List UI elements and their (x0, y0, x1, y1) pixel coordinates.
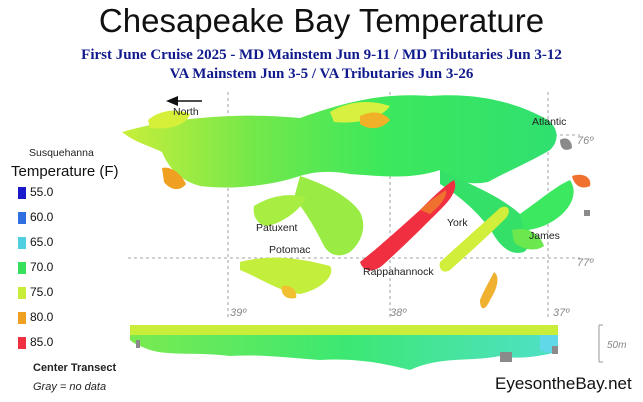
legend-swatch (18, 262, 26, 274)
legend-label: 65.0 (30, 235, 54, 249)
legend-item: 75.0 (18, 285, 66, 299)
subtitle-line-2: VA Mainstem Jun 3-5 / VA Tributaries Jun… (169, 66, 474, 82)
legend-item: 80.0 (18, 310, 66, 324)
label-atlantic: Atlantic (532, 116, 567, 128)
bay-mainstem (122, 95, 557, 190)
label-susquehanna: Susquehanna (29, 147, 94, 159)
north-arrow-icon (166, 96, 202, 106)
label-patuxent: Patuxent (256, 222, 298, 234)
transect-scale-bar (598, 324, 603, 363)
brand-link[interactable]: EyesontheBay.net (495, 374, 632, 393)
legend-swatch (18, 287, 26, 299)
legend-item: 70.0 (18, 260, 66, 274)
coord-37: 37º (553, 307, 570, 319)
center-transect (130, 325, 558, 370)
legend-label: 85.0 (30, 335, 54, 349)
atlantic-warm-edge (572, 174, 591, 188)
label-rappahannock: Rappahannock (363, 266, 434, 278)
coord-38: 38º (390, 307, 407, 319)
legend-item: 65.0 (18, 235, 66, 249)
legend-swatch (18, 212, 26, 224)
coord-39: 39º (230, 307, 247, 319)
no-data-note: Gray = no data (33, 381, 107, 393)
legend-label: 60.0 (30, 210, 54, 224)
page-title: Chesapeake Bay Temperature (98, 2, 545, 39)
legend-swatch (18, 337, 26, 349)
coord-77: 77º (577, 257, 594, 269)
label-james: James (529, 230, 560, 242)
legend-item: 55.0 (18, 185, 66, 199)
label-north: North (173, 106, 199, 118)
transect-label: Center Transect (33, 362, 117, 374)
tributary-patuxent (253, 195, 306, 226)
legend-title: Temperature (F) (11, 163, 119, 180)
coord-76: 76º (577, 135, 594, 147)
legend-label: 55.0 (30, 185, 54, 199)
tributary-james (512, 228, 544, 250)
tributary-york (439, 206, 509, 309)
tributary-potomac (240, 257, 332, 299)
no-data-mouth (560, 138, 590, 216)
legend-item: 60.0 (18, 210, 66, 224)
label-potomac: Potomac (269, 244, 311, 256)
legend-swatch (18, 312, 26, 324)
legend-label: 75.0 (30, 285, 54, 299)
legend-swatch (18, 237, 26, 249)
legend-swatch (18, 187, 26, 199)
tributary-rappahannock (360, 180, 456, 271)
legend-label: 80.0 (30, 310, 54, 324)
bay-lower (294, 170, 574, 256)
legend-label: 70.0 (30, 260, 54, 274)
subtitle-line-1: First June Cruise 2025 - MD Mainstem Jun… (81, 47, 562, 63)
legend-item: 85.0 (18, 335, 66, 349)
transect-scale-label: 50m (607, 340, 627, 351)
label-york: York (447, 217, 468, 229)
